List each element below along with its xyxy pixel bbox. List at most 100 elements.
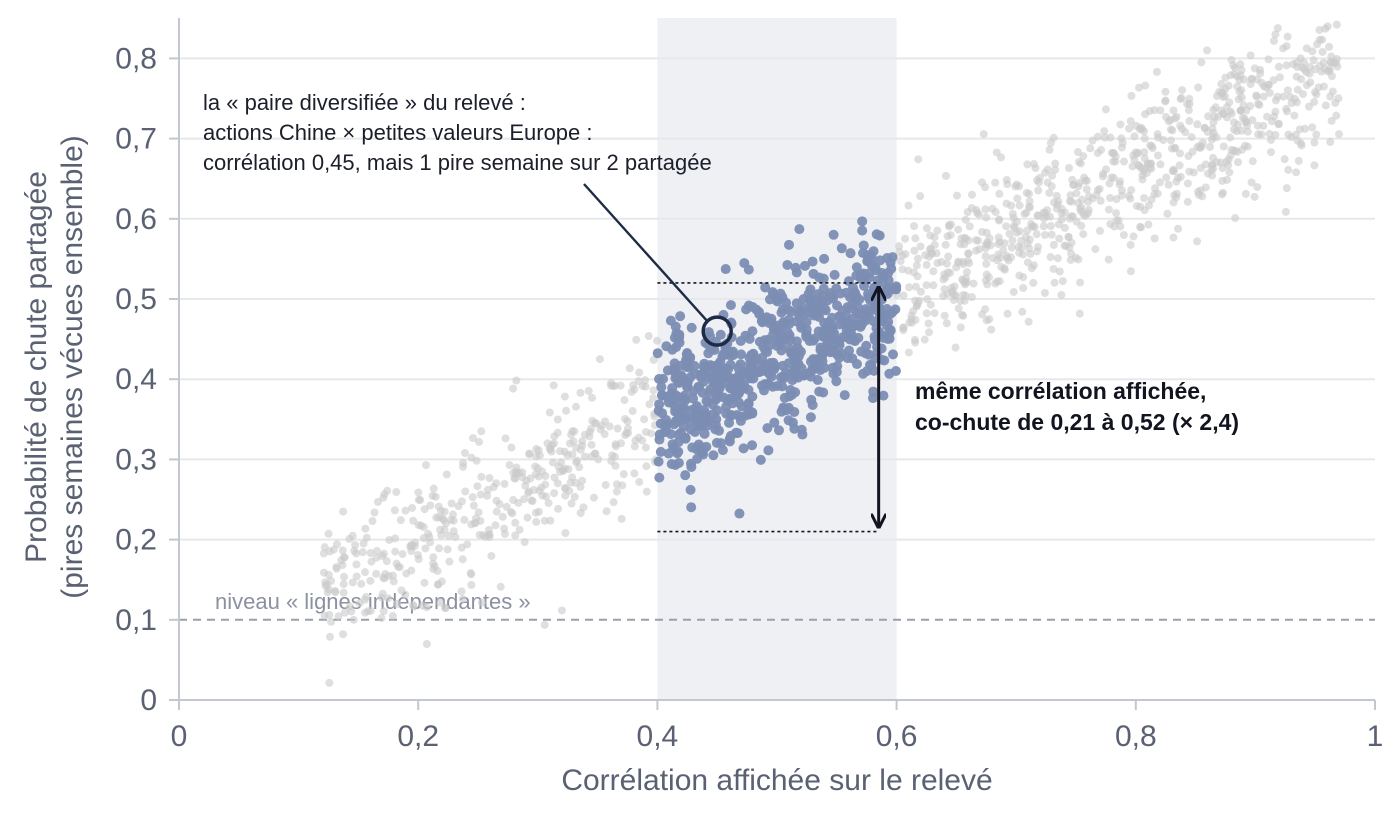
data-point	[1156, 106, 1165, 115]
data-point	[1188, 147, 1197, 156]
data-point	[491, 521, 500, 530]
data-point	[649, 386, 658, 395]
data-point	[1270, 36, 1279, 45]
data-point	[1045, 145, 1054, 154]
data-point	[373, 497, 382, 506]
data-point	[1013, 194, 1022, 203]
data-point	[1075, 309, 1084, 318]
data-point	[1100, 133, 1109, 142]
data-point	[332, 540, 341, 549]
data-point	[814, 355, 825, 366]
data-point	[649, 355, 658, 364]
data-point	[687, 442, 698, 453]
data-point	[357, 579, 366, 588]
data-point	[324, 529, 333, 538]
data-point	[1243, 127, 1252, 136]
data-point	[739, 258, 750, 269]
data-point	[794, 224, 805, 235]
data-point	[1073, 198, 1082, 207]
data-point	[995, 215, 1004, 224]
data-point	[1325, 42, 1334, 51]
data-point	[477, 427, 486, 436]
data-point	[663, 448, 674, 459]
data-point	[1097, 145, 1106, 154]
data-point	[560, 392, 569, 401]
data-point	[1219, 110, 1228, 119]
data-point	[571, 402, 580, 411]
data-point	[680, 470, 691, 481]
data-point	[954, 225, 963, 234]
data-point	[677, 403, 688, 414]
data-point	[797, 429, 808, 440]
data-point	[671, 342, 682, 353]
data-point	[1127, 186, 1136, 195]
data-point	[698, 361, 709, 372]
y-axis-title-line-2: (pires semaines vécues ensemble)	[56, 135, 89, 599]
data-point	[773, 425, 784, 436]
data-point	[613, 424, 622, 433]
data-point	[675, 311, 686, 322]
data-point	[511, 531, 520, 540]
data-point	[722, 395, 733, 406]
data-point	[1248, 157, 1257, 166]
data-point	[951, 343, 960, 352]
data-point	[383, 486, 392, 495]
data-point	[1265, 129, 1274, 138]
data-point	[1043, 178, 1052, 187]
data-point	[1023, 160, 1032, 169]
data-point	[1166, 136, 1175, 145]
data-point	[911, 234, 920, 243]
x-tick-label: 0	[171, 720, 188, 753]
data-point	[409, 600, 418, 609]
data-point	[1101, 165, 1110, 174]
data-point	[640, 415, 649, 424]
data-point	[1166, 125, 1175, 134]
data-point	[1112, 195, 1121, 204]
data-point	[1225, 168, 1234, 177]
data-point	[1209, 153, 1218, 162]
data-point	[451, 533, 460, 542]
data-point	[1270, 112, 1279, 121]
data-point	[1043, 165, 1052, 174]
data-point	[686, 461, 697, 472]
data-point	[436, 598, 445, 607]
data-point	[929, 267, 938, 276]
data-point	[501, 434, 510, 443]
data-point	[714, 383, 725, 394]
data-point	[401, 506, 410, 515]
data-point	[463, 540, 472, 549]
data-point	[1140, 148, 1149, 157]
data-point	[1004, 256, 1013, 265]
data-point	[580, 452, 589, 461]
data-point	[968, 190, 977, 199]
data-point	[556, 447, 565, 456]
data-point	[1049, 240, 1058, 249]
data-point	[1252, 92, 1261, 101]
data-point	[1169, 106, 1178, 115]
data-point	[417, 521, 426, 530]
data-point	[413, 550, 422, 559]
data-point	[1060, 223, 1069, 232]
data-point	[1273, 24, 1282, 33]
data-point	[793, 372, 804, 383]
data-point	[1009, 287, 1018, 296]
data-point	[950, 282, 959, 291]
annotation-pair-line-3: corrélation 0,45, mais 1 pire semaine su…	[203, 150, 712, 175]
data-point	[359, 539, 368, 548]
data-point	[532, 517, 541, 526]
data-point	[1282, 61, 1291, 70]
data-point	[656, 382, 667, 393]
data-point	[1047, 230, 1056, 239]
data-point	[1204, 112, 1213, 121]
data-point	[1229, 118, 1238, 127]
data-point	[500, 524, 509, 533]
data-point	[1309, 56, 1318, 65]
data-point	[1279, 92, 1288, 101]
data-point	[1310, 161, 1319, 170]
data-point	[644, 332, 653, 341]
data-point	[763, 334, 774, 345]
data-point	[1141, 81, 1150, 90]
data-point	[735, 359, 746, 370]
data-point	[377, 593, 386, 602]
data-point	[372, 569, 381, 578]
